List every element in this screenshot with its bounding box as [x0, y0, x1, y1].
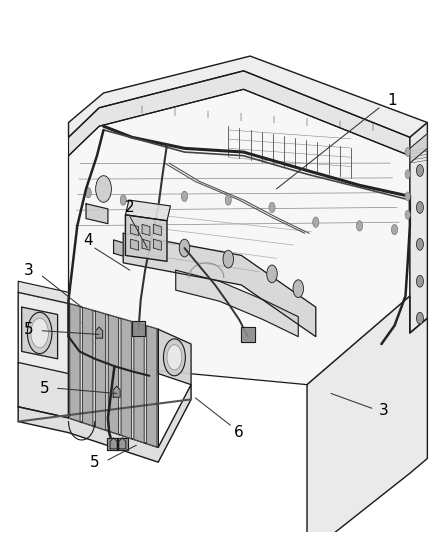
Polygon shape: [123, 233, 315, 337]
Polygon shape: [70, 304, 80, 422]
Circle shape: [85, 188, 91, 198]
Polygon shape: [95, 311, 106, 430]
Polygon shape: [132, 321, 145, 336]
Circle shape: [95, 176, 111, 202]
Polygon shape: [121, 319, 131, 439]
Polygon shape: [18, 385, 191, 462]
Polygon shape: [18, 292, 68, 418]
Polygon shape: [82, 308, 93, 426]
Circle shape: [166, 345, 181, 370]
Circle shape: [266, 265, 277, 282]
Circle shape: [181, 191, 187, 201]
Text: 1: 1: [387, 93, 396, 108]
Circle shape: [268, 202, 275, 213]
Polygon shape: [18, 362, 68, 418]
Text: 2: 2: [125, 200, 134, 215]
Polygon shape: [119, 438, 126, 449]
Circle shape: [27, 312, 52, 353]
Polygon shape: [21, 307, 57, 359]
Polygon shape: [125, 200, 170, 221]
Polygon shape: [241, 327, 254, 342]
Polygon shape: [409, 123, 426, 333]
Polygon shape: [113, 240, 123, 256]
Circle shape: [179, 239, 189, 257]
Circle shape: [292, 280, 303, 297]
Text: 6: 6: [234, 425, 244, 440]
Polygon shape: [107, 438, 117, 450]
Circle shape: [404, 211, 410, 219]
Circle shape: [225, 195, 231, 205]
Text: 3: 3: [24, 263, 34, 278]
Polygon shape: [142, 224, 150, 236]
Circle shape: [356, 221, 362, 231]
Polygon shape: [409, 134, 426, 163]
Polygon shape: [95, 327, 102, 338]
Text: 4: 4: [83, 233, 93, 248]
Polygon shape: [68, 90, 409, 385]
Polygon shape: [86, 204, 108, 224]
Polygon shape: [18, 281, 68, 303]
Polygon shape: [68, 56, 426, 138]
Circle shape: [404, 192, 410, 201]
Polygon shape: [68, 303, 158, 447]
Text: 5: 5: [39, 381, 49, 396]
Polygon shape: [134, 322, 144, 443]
Circle shape: [163, 339, 185, 376]
Circle shape: [404, 170, 410, 179]
Text: 5: 5: [90, 455, 99, 470]
Polygon shape: [175, 270, 297, 337]
Polygon shape: [306, 296, 426, 533]
Polygon shape: [131, 239, 138, 251]
Polygon shape: [146, 326, 157, 447]
Polygon shape: [158, 329, 191, 385]
Polygon shape: [108, 315, 118, 434]
Circle shape: [404, 148, 410, 157]
Circle shape: [416, 312, 423, 324]
Circle shape: [416, 276, 423, 287]
Circle shape: [135, 232, 146, 249]
Circle shape: [31, 318, 48, 348]
Polygon shape: [125, 215, 166, 261]
Polygon shape: [113, 386, 120, 397]
Polygon shape: [153, 224, 161, 236]
Circle shape: [312, 217, 318, 228]
Polygon shape: [153, 239, 161, 251]
Circle shape: [416, 201, 423, 213]
Polygon shape: [110, 438, 117, 449]
Circle shape: [416, 238, 423, 251]
Polygon shape: [117, 438, 127, 450]
Polygon shape: [142, 239, 150, 251]
Circle shape: [120, 195, 126, 205]
Text: 5: 5: [24, 322, 34, 337]
Circle shape: [391, 224, 397, 235]
Circle shape: [416, 165, 423, 176]
Polygon shape: [68, 71, 409, 156]
Text: 3: 3: [378, 403, 388, 418]
Circle shape: [223, 251, 233, 268]
Polygon shape: [131, 224, 138, 236]
